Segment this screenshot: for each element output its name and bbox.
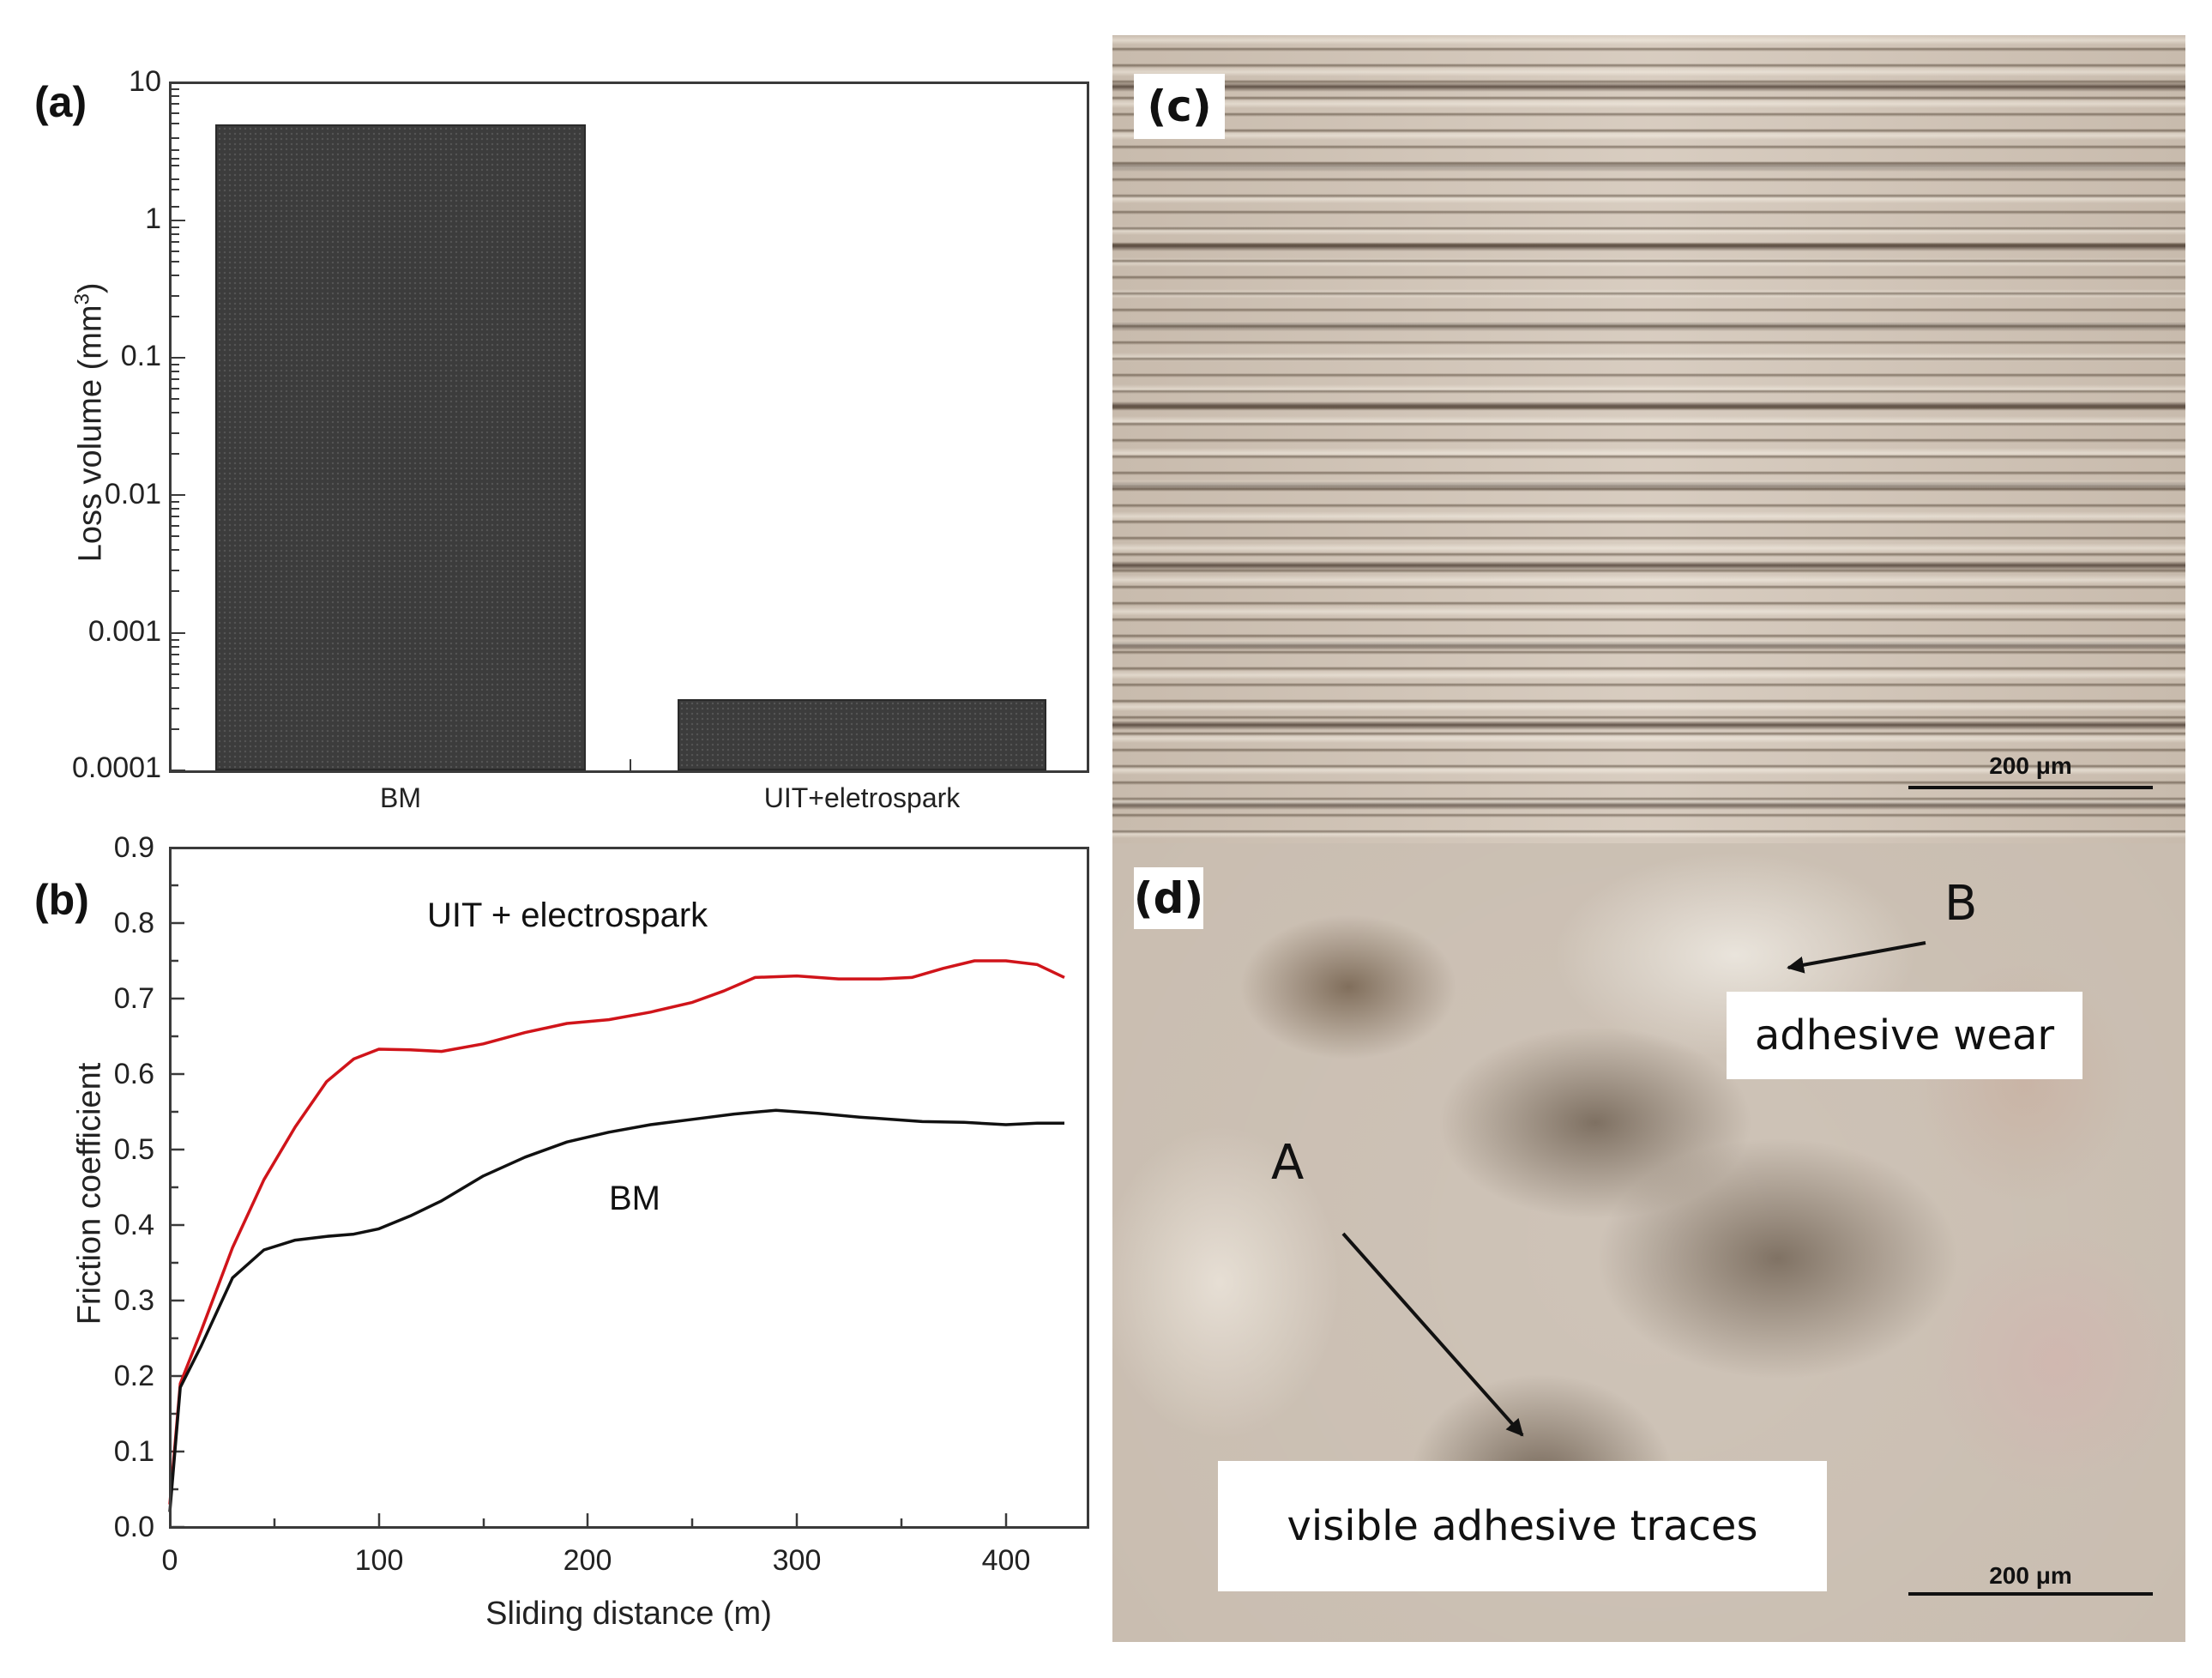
y-tick: 0.001: [87, 615, 161, 648]
curve-bm: [168, 1108, 1064, 1512]
panel-a-plot-frame: [169, 81, 1089, 773]
scale-bar-c: [1908, 786, 2153, 789]
x-tick: 300: [772, 1544, 822, 1577]
micrograph-c: (c) 200 μm: [1112, 35, 2185, 843]
panel-c-label: (c): [1147, 81, 1212, 131]
marker-b: B: [1944, 876, 1978, 932]
annotation-bm: BM: [609, 1180, 660, 1217]
y-tick: 0.1: [113, 1435, 154, 1468]
panel-d-label: (d): [1133, 873, 1204, 923]
panel-b-label: (b): [34, 876, 89, 924]
panel-b-x-axis-title: Sliding distance (m): [485, 1596, 772, 1632]
y-tick: 0.0001: [72, 751, 161, 784]
x-category-bm: BM: [380, 782, 421, 813]
scale-bar-label-d: 200 μm: [1989, 1562, 2072, 1589]
y-tick: 0.8: [113, 907, 154, 939]
y-tick: 0.4: [113, 1209, 154, 1241]
y-tick: 0.1: [120, 340, 161, 372]
y-tick: 0.0: [113, 1511, 154, 1543]
y-tick: 0.5: [113, 1133, 154, 1166]
scale-bar-label-c: 200 μm: [1989, 752, 2072, 779]
marker-a: A: [1271, 1135, 1305, 1191]
callout-visible-adhesive-traces: visible adhesive traces: [1218, 1461, 1827, 1591]
micrograph-d: (d) B adhesive wear A visible adhesive t…: [1112, 843, 2185, 1642]
x-tick: 400: [981, 1544, 1031, 1577]
x-tick: 0: [161, 1544, 178, 1577]
y-tick: 10: [129, 65, 161, 98]
y-tick: 0.3: [113, 1284, 154, 1317]
x-tick: 100: [354, 1544, 404, 1577]
y-tick: 0.01: [104, 478, 161, 510]
y-tick: 0.9: [113, 831, 154, 864]
y-tick: 0.6: [113, 1058, 154, 1090]
panel-c-label-box: (c): [1134, 74, 1225, 139]
y-tick: 0.2: [113, 1360, 154, 1392]
panel-a-axis-ticks: [171, 81, 631, 771]
bar-uit-eletrospark: [678, 699, 1046, 770]
y-tick: 0.7: [113, 982, 154, 1015]
panel-d-label-box: (d): [1134, 867, 1203, 929]
panel-b-plot-frame: [169, 847, 1089, 1529]
scale-bar-d: [1908, 1592, 2153, 1596]
panel-a-label: (a): [34, 78, 87, 126]
bar-bm: [215, 124, 586, 770]
arrow-b-icon: [1341, 941, 1926, 1437]
x-category-uit: UIT+eletrospark: [763, 782, 961, 813]
x-tick: 200: [563, 1544, 612, 1577]
annotation-uit-electrospark: UIT + electrospark: [427, 896, 708, 934]
y-tick: 1: [145, 202, 161, 235]
curve-uit-electrospark: [168, 959, 1065, 1505]
callout-adhesive-wear: adhesive wear: [1727, 992, 2082, 1079]
friction-plot: [168, 884, 1065, 1529]
